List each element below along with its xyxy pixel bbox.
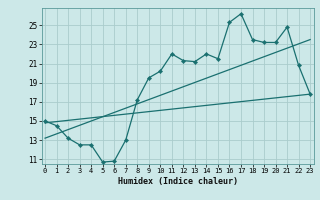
X-axis label: Humidex (Indice chaleur): Humidex (Indice chaleur) bbox=[118, 177, 237, 186]
